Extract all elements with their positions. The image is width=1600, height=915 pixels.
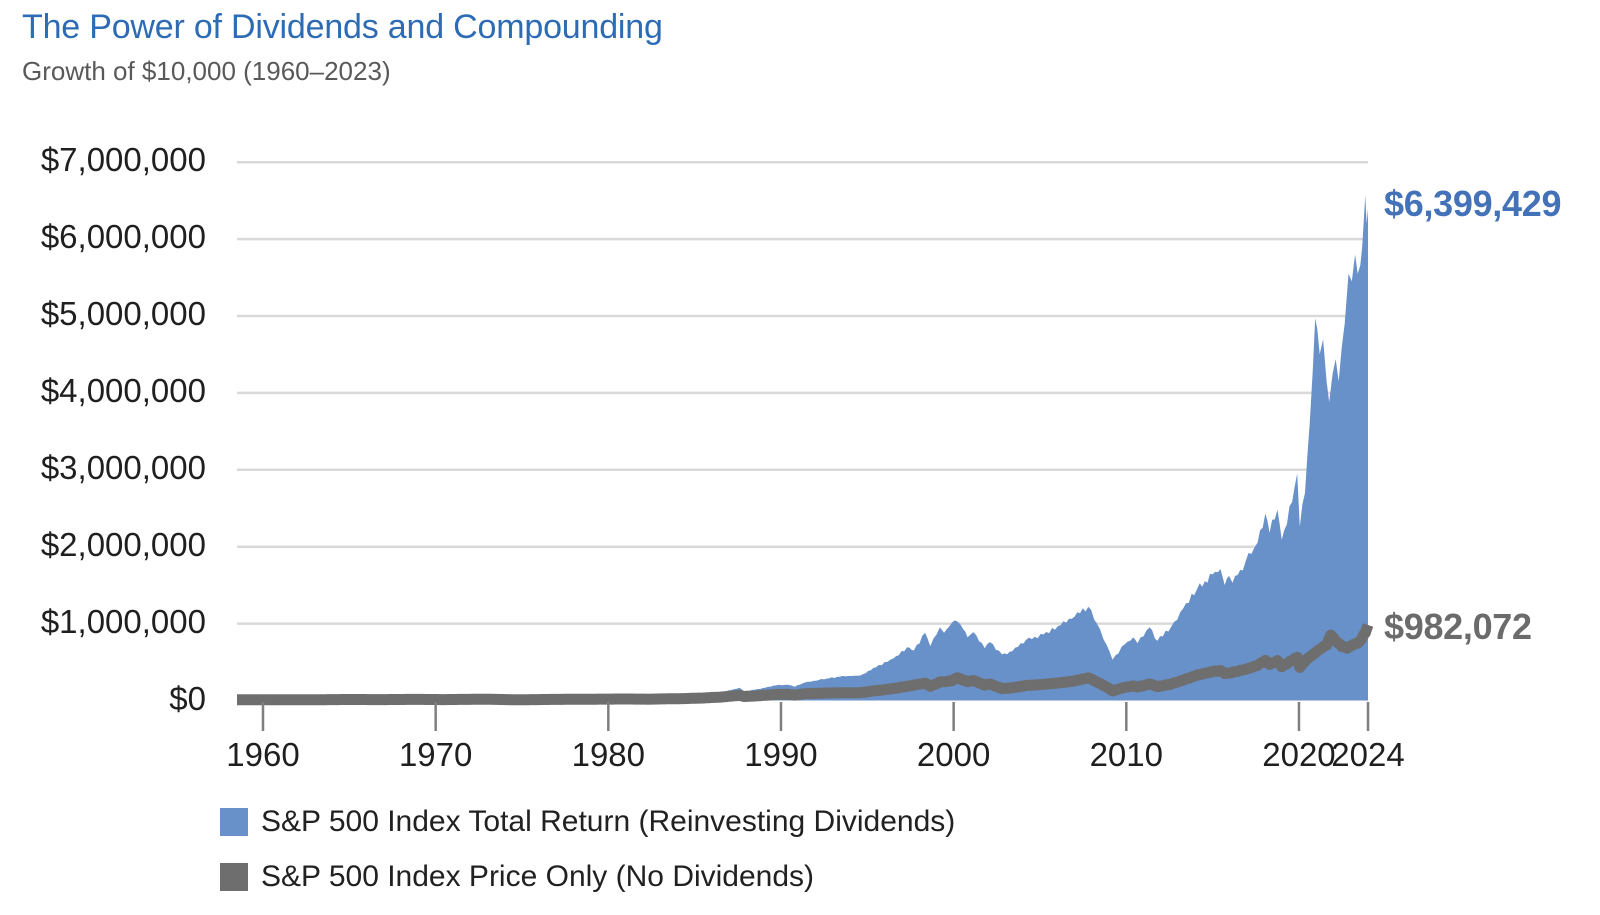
price-only-swatch-icon: [220, 863, 248, 891]
total-return-end-value: $6,399,429: [1384, 183, 1562, 224]
legend-item-total-return: S&P 500 Index Total Return (Reinvesting …: [220, 805, 956, 838]
legend-item-price-only: S&P 500 Index Price Only (No Dividends): [220, 860, 955, 893]
y-axis-label: $1,000,000: [40, 602, 206, 640]
x-axis-label: 1970: [398, 736, 473, 773]
total-return-swatch-icon: [220, 808, 248, 836]
x-axis-label: 1960: [226, 736, 300, 773]
x-axis-label: 1980: [571, 736, 646, 773]
x-axis-label: 2024: [1331, 736, 1405, 773]
price-only-line: [237, 623, 1374, 706]
legend-label-total-return: S&P 500 Index Total Return (Reinvesting …: [261, 805, 956, 838]
x-axis-label: 2010: [1089, 736, 1163, 773]
x-axis-label: 2020: [1262, 736, 1336, 773]
y-axis-label: $4,000,000: [40, 371, 206, 409]
legend-label-price-only: S&P 500 Index Price Only (No Dividends): [261, 860, 815, 893]
y-axis-label: $3,000,000: [40, 448, 206, 486]
x-axis-label: 2000: [916, 736, 991, 773]
chart-subtitle: Growth of $10,000 (1960–2023): [22, 56, 391, 86]
total-return-area: [237, 195, 1368, 701]
price-only-end-value: $982,072: [1384, 606, 1532, 647]
chart-title: The Power of Dividends and Compounding: [22, 8, 663, 46]
y-axis-label: $2,000,000: [40, 525, 206, 563]
y-axis-label: $5,000,000: [40, 295, 206, 332]
y-axis-label: $6,000,000: [40, 218, 206, 256]
y-axis-label: $0: [169, 679, 206, 717]
legend: S&P 500 Index Total Return (Reinvesting …: [220, 805, 956, 915]
y-axis-label: $7,000,000: [40, 141, 206, 179]
x-axis-label: 1990: [744, 736, 818, 773]
